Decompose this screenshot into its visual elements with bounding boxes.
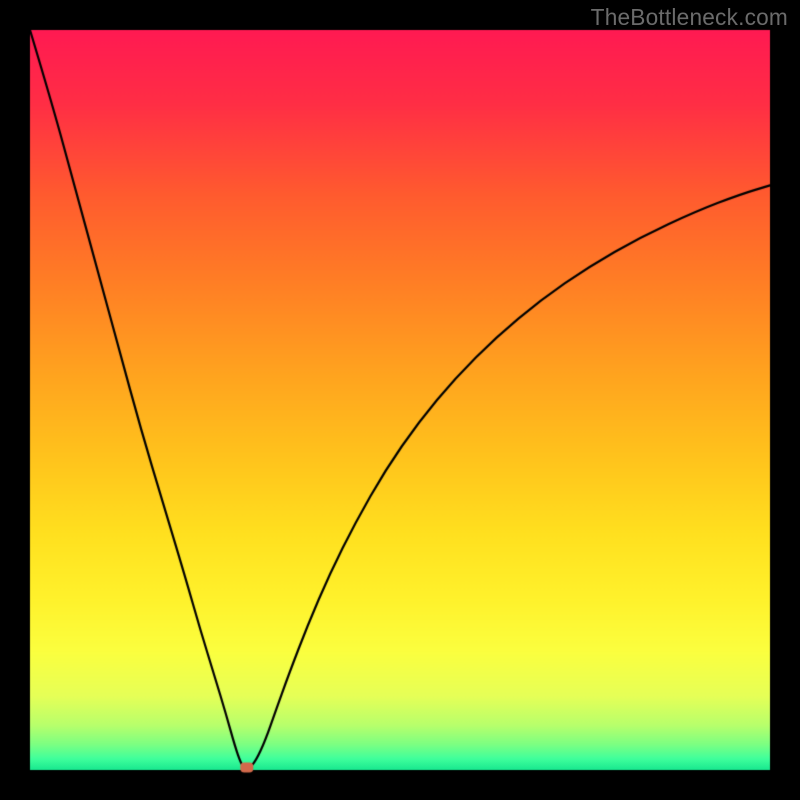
watermark-label: TheBottleneck.com: [591, 4, 788, 31]
chart-container: TheBottleneck.com: [0, 0, 800, 800]
bottleneck-chart-canvas: [0, 0, 800, 800]
